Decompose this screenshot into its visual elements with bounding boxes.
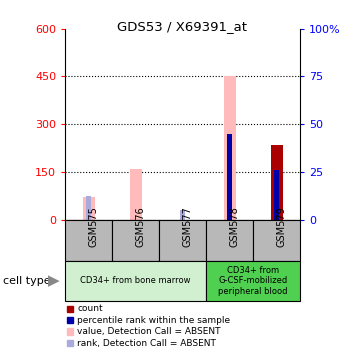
Text: percentile rank within the sample: percentile rank within the sample: [77, 316, 230, 325]
Bar: [180, 210, 186, 220]
Bar: [86, 196, 92, 220]
Text: GSM578: GSM578: [230, 206, 240, 247]
Bar: [130, 169, 142, 220]
Bar: [224, 76, 236, 220]
Text: value, Detection Call = ABSENT: value, Detection Call = ABSENT: [77, 327, 221, 336]
Text: GSM576: GSM576: [135, 206, 146, 247]
Text: GSM577: GSM577: [182, 206, 193, 247]
Text: rank, Detection Call = ABSENT: rank, Detection Call = ABSENT: [77, 338, 216, 348]
Text: count: count: [77, 304, 103, 313]
Bar: [83, 197, 95, 220]
Text: GDS53 / X69391_at: GDS53 / X69391_at: [117, 20, 247, 32]
Bar: [271, 145, 283, 220]
Text: ▶: ▶: [48, 273, 60, 288]
Text: GSM579: GSM579: [276, 206, 287, 247]
Text: CD34+ from bone marrow: CD34+ from bone marrow: [80, 276, 191, 286]
Text: GSM575: GSM575: [88, 206, 99, 247]
Text: cell type: cell type: [3, 276, 51, 286]
Bar: [274, 170, 280, 220]
Bar: [227, 134, 233, 220]
Text: CD34+ from
G-CSF-mobilized
peripheral blood: CD34+ from G-CSF-mobilized peripheral bl…: [218, 266, 288, 296]
